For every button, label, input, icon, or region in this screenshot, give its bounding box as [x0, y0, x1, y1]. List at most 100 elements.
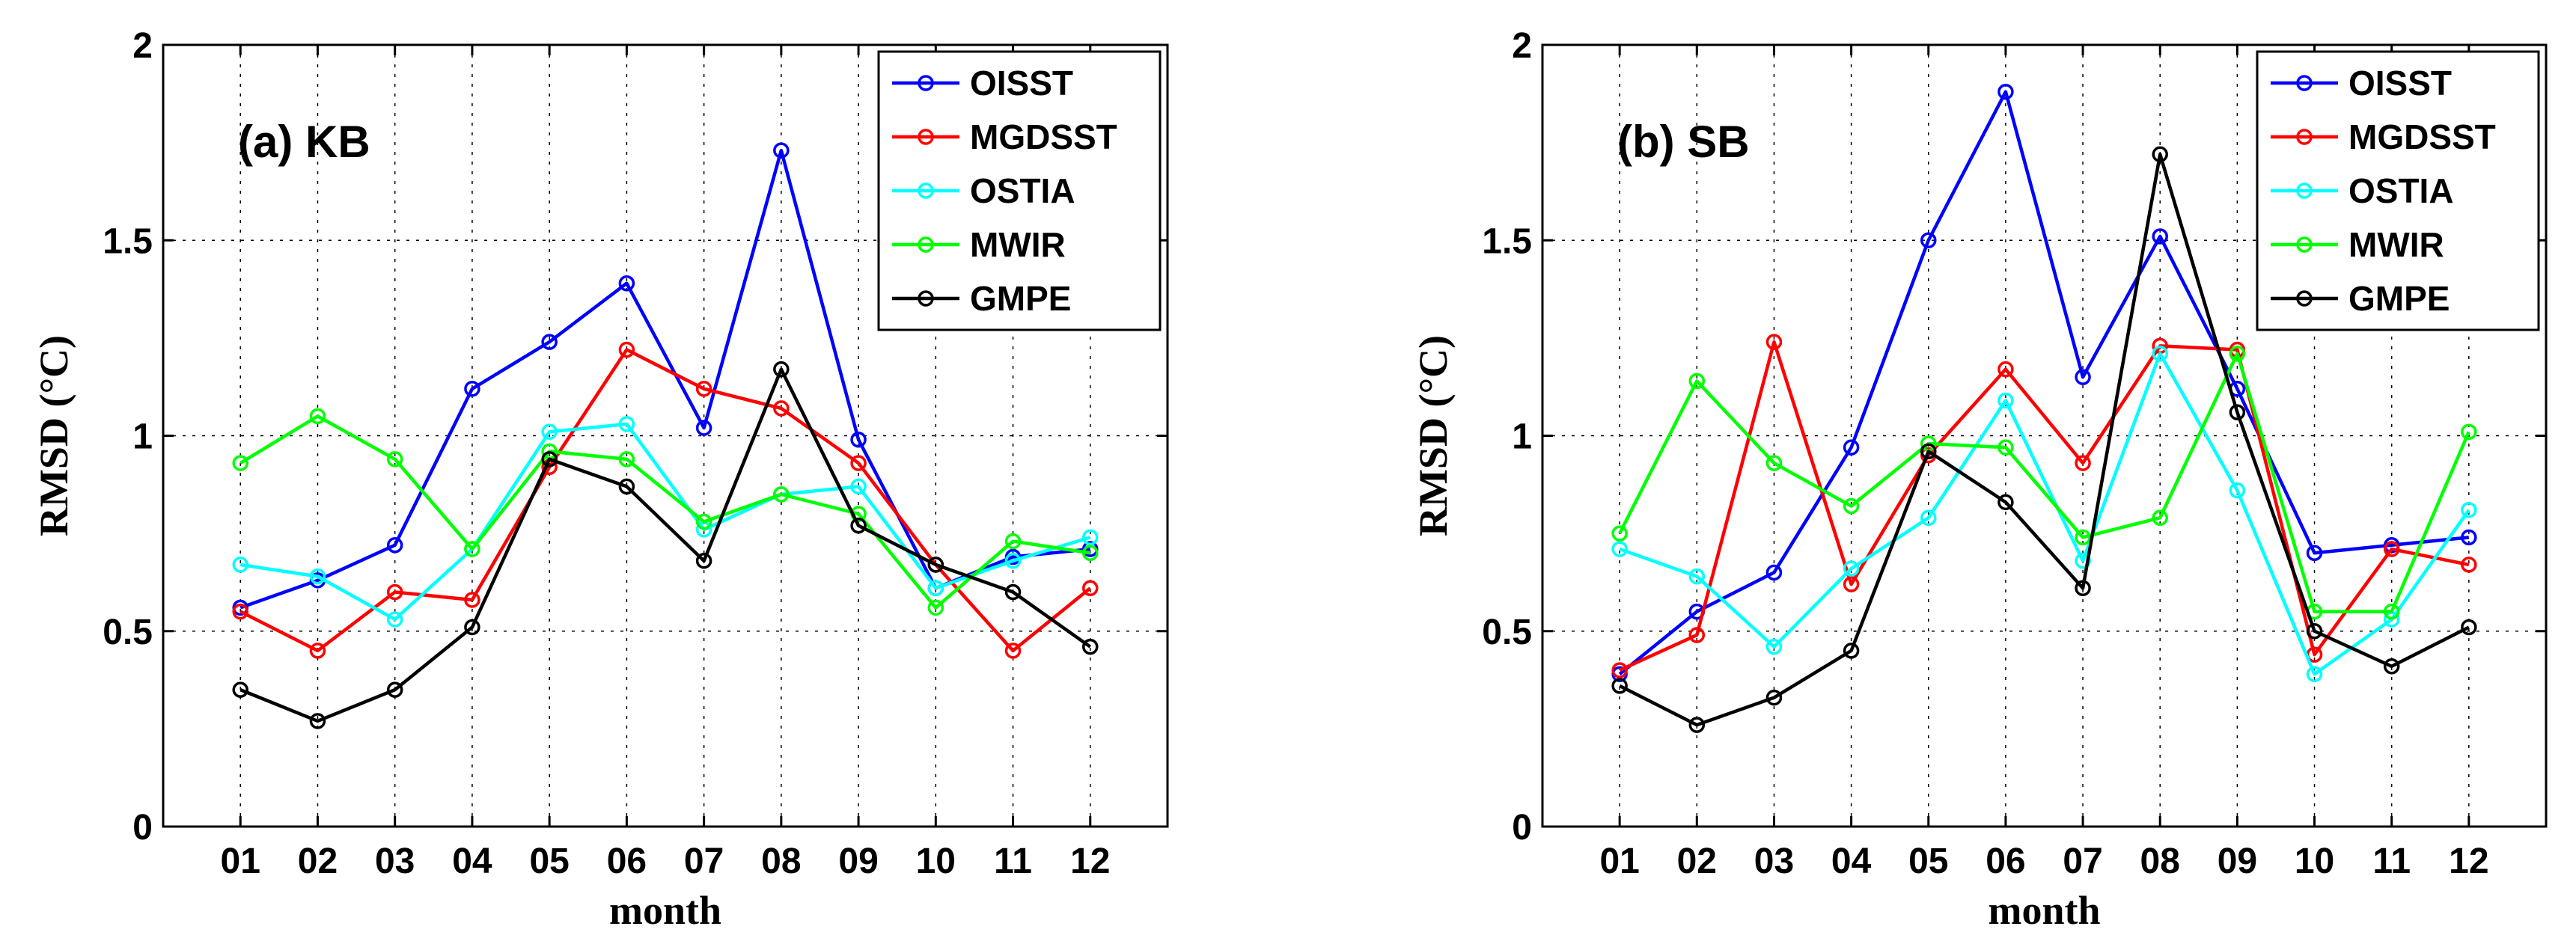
- data-point-mwir: [1004, 533, 1022, 550]
- legend-label-ostia: OSTIA: [2348, 171, 2454, 210]
- x-tick-label: 09: [838, 842, 878, 881]
- x-tick-label: 11: [994, 842, 1032, 881]
- legend-label-gmpe: GMPE: [970, 279, 1071, 318]
- y-tick-label: 1.5: [103, 221, 153, 261]
- series-line-mwir: [1618, 352, 2470, 613]
- panel-sb-y-axis-label: RMSD (°C): [1411, 335, 1456, 536]
- data-point-gmpe: [386, 681, 403, 698]
- y-tick-label: 0.5: [1482, 613, 1532, 652]
- data-point-mgdsst: [309, 643, 326, 659]
- x-tick-label: 07: [2063, 842, 2102, 881]
- panel-sb: 01 02 03 04 05 06 07 08 09 10 11 12 0 0.5 1 1.5 2 (b) SB…: [1411, 26, 2548, 933]
- y-tick-label: 0.5: [103, 613, 153, 652]
- data-point-oisst: [1920, 232, 1937, 248]
- data-point-mgdsst: [2461, 557, 2477, 573]
- y-tick-label: 1: [1512, 417, 1532, 457]
- legend-label-mgdsst: MGDSST: [2348, 117, 2496, 156]
- data-point-ostia: [1611, 541, 1628, 557]
- data-point-mwir: [695, 513, 712, 530]
- x-tick-label: 09: [2218, 842, 2257, 881]
- legend-label-oisst: OISST: [970, 64, 1073, 102]
- data-point-gmpe: [2383, 658, 2400, 675]
- data-point-gmpe: [464, 619, 480, 636]
- data-point-gmpe: [1611, 678, 1628, 694]
- data-point-ostia: [1082, 529, 1099, 546]
- legend-marker-ostia: [918, 183, 934, 199]
- data-point-mgdsst: [1688, 627, 1706, 643]
- x-tick-label: 04: [1831, 842, 1872, 881]
- data-point-ostia: [1920, 509, 1937, 526]
- data-point-ostia: [309, 568, 326, 585]
- data-point-mgdsst: [618, 341, 635, 358]
- data-point-mwir: [1688, 373, 1706, 390]
- legend-label-mgdsst: MGDSST: [970, 117, 1117, 156]
- panel-sb-grid: [1542, 45, 2546, 827]
- data-point-ostia: [618, 416, 635, 432]
- data-point-oisst: [1997, 83, 2014, 100]
- legend-marker-gmpe: [918, 290, 934, 307]
- y-tick-label: 2: [1512, 26, 1532, 66]
- legend-label-gmpe: GMPE: [2348, 279, 2450, 318]
- panel-sb-legend: OISST MGDSST OSTIA MWIR GMPE: [2256, 50, 2540, 331]
- legend-marker-mgdsst: [918, 129, 934, 145]
- legend-marker-ostia: [2296, 183, 2313, 199]
- series-line-gmpe: [1619, 153, 2470, 727]
- data-point-mwir: [2461, 423, 2477, 441]
- legend-marker-gmpe: [2296, 290, 2313, 307]
- data-point-gmpe: [2152, 146, 2168, 163]
- x-tick-label: 05: [529, 842, 569, 881]
- data-point-gmpe: [850, 517, 867, 534]
- data-point-ostia: [1004, 552, 1022, 569]
- panel-sb-x-axis-label: month: [1988, 888, 2100, 933]
- data-point-oisst: [2306, 545, 2323, 561]
- data-point-oisst: [2152, 228, 2168, 245]
- legend-label-oisst: OISST: [2348, 64, 2452, 102]
- data-point-mgdsst: [2383, 541, 2400, 557]
- data-point-ostia: [1843, 560, 1860, 577]
- data-point-mgdsst: [1843, 576, 1860, 592]
- data-point-mwir: [2075, 529, 2091, 546]
- data-point-mwir: [2229, 346, 2246, 362]
- legend-marker-mgdsst: [2296, 129, 2313, 145]
- data-point-mgdsst: [695, 381, 712, 397]
- data-point-mgdsst: [773, 400, 790, 417]
- legend-label-mwir: MWIR: [970, 225, 1066, 264]
- data-point-ostia: [2075, 552, 2091, 569]
- data-point-mwir: [2152, 509, 2168, 526]
- legend-marker-mwir: [918, 236, 934, 253]
- data-point-mwir: [386, 451, 403, 468]
- panel-sb-title: (b) SB: [1617, 117, 1750, 167]
- x-tick-label: 05: [1908, 842, 1948, 881]
- data-point-mgdsst: [386, 583, 403, 601]
- data-point-ostia: [1688, 568, 1706, 585]
- y-tick-label: 0: [132, 808, 153, 848]
- x-tick-label: 06: [1986, 842, 2025, 881]
- data-point-mwir: [1611, 525, 1628, 542]
- x-tick-label: 06: [607, 842, 647, 881]
- x-tick-label: 03: [1754, 842, 1794, 881]
- y-tick-label: 1: [132, 417, 153, 457]
- legend-marker-oisst: [918, 75, 934, 91]
- x-tick-label: 03: [375, 842, 415, 881]
- data-point-ostia: [2152, 346, 2168, 362]
- data-point-mwir: [2383, 603, 2400, 620]
- data-point-ostia: [1997, 392, 2014, 409]
- data-point-gmpe: [2075, 580, 2091, 597]
- panel-kb-axes: 01 02 03 04 05 06 07 08 09 10 11 12 0 0.5 1 1.5 2: [103, 26, 1168, 881]
- data-point-gmpe: [2306, 623, 2323, 640]
- x-tick-label: 02: [298, 842, 338, 881]
- data-point-mwir: [232, 455, 248, 471]
- x-tick-label: 11: [2372, 842, 2411, 881]
- x-tick-label: 01: [221, 842, 260, 881]
- data-point-mwir: [309, 408, 326, 425]
- data-point-gmpe: [618, 478, 635, 495]
- data-point-mgdsst: [850, 455, 867, 471]
- x-tick-label: 10: [916, 842, 956, 881]
- data-point-oisst: [618, 275, 635, 292]
- data-point-ostia: [2229, 482, 2246, 499]
- panel-kb: 01 02 03 04 05 06 07 08 09 10 11 12 0 0.5 1 1.5 2 (a) KB…: [31, 26, 1169, 933]
- legend-marker-mwir: [2296, 236, 2313, 253]
- series-line-ostia: [1619, 352, 2470, 676]
- data-point-mgdsst: [1997, 361, 2014, 378]
